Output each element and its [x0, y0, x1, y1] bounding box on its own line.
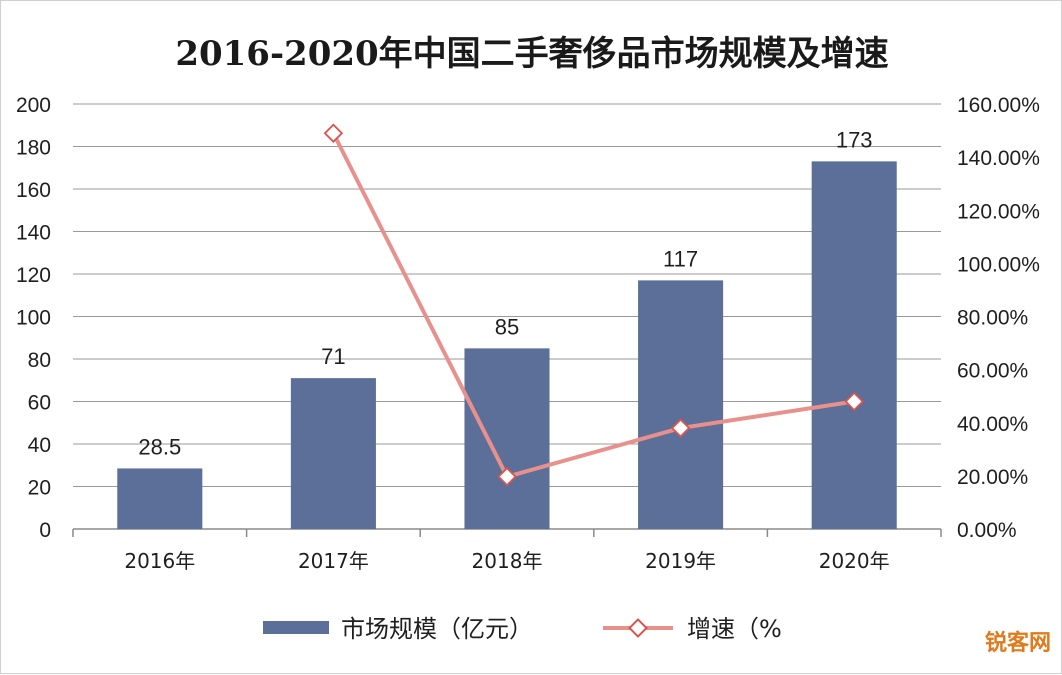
right-axis-ticks: 0.00% 20.00% 40.00% 60.00% 80.00% 100.00% 120.…	[957, 94, 1040, 542]
left-tick-label: 20	[28, 477, 51, 500]
growth-point	[323, 123, 344, 143]
bar-data-label: 173	[836, 127, 873, 152]
labels-layer: 28.5 71 85 117 173	[138, 127, 872, 459]
legend-line-marker	[628, 618, 648, 638]
legend-bar-label: 市场规模（亿元）	[341, 615, 533, 643]
right-tick-label: 60.00%	[957, 360, 1028, 383]
left-tick-label: 100	[16, 307, 51, 330]
growth-point	[670, 418, 691, 438]
bar-data-label: 28.5	[138, 434, 181, 459]
grid-layer	[72, 103, 942, 537]
category-label: 2017年	[298, 549, 369, 573]
left-tick-label: 40	[28, 434, 51, 457]
left-tick-label: 120	[16, 264, 51, 287]
right-tick-label: 40.00%	[957, 413, 1028, 436]
bar	[117, 468, 203, 529]
growth-line	[331, 132, 855, 479]
left-tick-label: 160	[16, 179, 51, 202]
bar	[638, 280, 724, 529]
left-tick-label: 200	[16, 94, 51, 117]
category-label: 2018年	[472, 549, 543, 573]
bar	[811, 161, 897, 529]
left-axis-ticks: 0 20 40 60 80 100 120 140 160 180 200	[16, 94, 51, 542]
right-tick-label: 100.00%	[957, 253, 1040, 276]
right-tick-label: 80.00%	[957, 307, 1028, 330]
watermark: 锐客网	[985, 630, 1051, 656]
legend-bar-swatch	[263, 621, 329, 634]
left-tick-label: 80	[28, 349, 51, 372]
right-tick-label: 140.00%	[957, 147, 1040, 170]
category-label: 2020年	[819, 549, 890, 573]
category-label: 2019年	[645, 549, 716, 573]
bar-data-label: 117	[663, 246, 698, 271]
bars-layer	[117, 161, 897, 529]
chart-title: 2016-2020年中国二手奢侈品市场规模及增速	[175, 34, 888, 74]
right-tick-label: 20.00%	[957, 466, 1028, 489]
bar-data-label: 85	[495, 314, 519, 339]
bar-data-label: 71	[321, 344, 345, 369]
category-axis-ticks: 2016年 2017年 2018年 2019年 2020年	[124, 549, 889, 573]
right-tick-label: 0.00%	[957, 519, 1017, 542]
left-tick-label: 180	[16, 137, 51, 160]
category-label: 2016年	[124, 549, 195, 573]
right-tick-label: 120.00%	[957, 200, 1040, 223]
left-tick-label: 0	[39, 519, 51, 542]
legend: 市场规模（亿元） 增速（%	[263, 615, 782, 643]
left-tick-label: 60	[28, 392, 51, 415]
bar	[464, 348, 550, 529]
right-tick-label: 160.00%	[957, 94, 1040, 117]
growth-point	[844, 391, 864, 412]
growth-point	[497, 466, 517, 487]
bar	[290, 378, 376, 529]
line-layer	[323, 123, 864, 487]
legend-line-label: 增速（%	[687, 615, 782, 643]
left-tick-label: 140	[16, 222, 51, 245]
